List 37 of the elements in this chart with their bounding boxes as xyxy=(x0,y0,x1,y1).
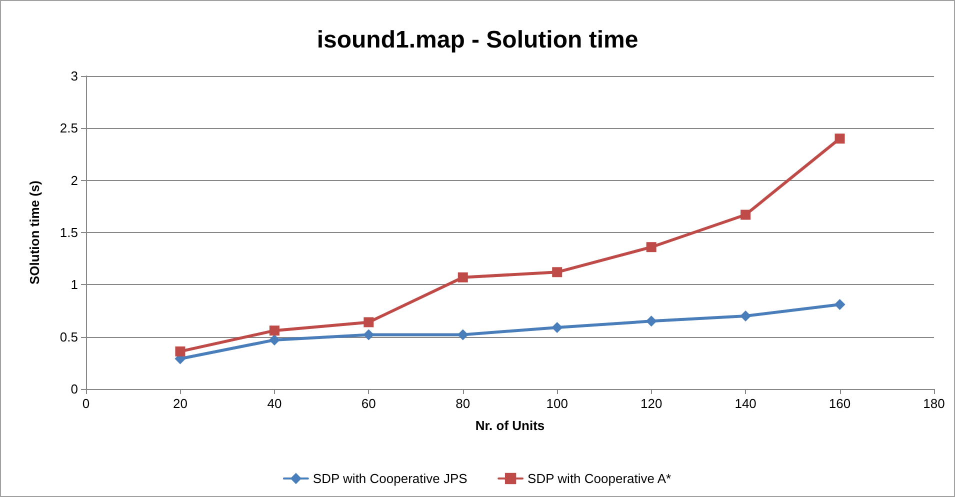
point xyxy=(552,267,562,278)
y-tick-label: 1.5 xyxy=(60,225,78,240)
point xyxy=(363,329,374,340)
x-tick-label: 160 xyxy=(828,396,851,411)
y-tick-label: 0 xyxy=(70,382,78,396)
point xyxy=(364,317,374,328)
point xyxy=(740,210,751,220)
x-tick-label: 20 xyxy=(172,396,188,411)
legend-label: SDP with Cooperative JPS xyxy=(312,471,468,486)
y-tick-label: 2.5 xyxy=(60,120,78,136)
point xyxy=(834,134,845,144)
point xyxy=(834,298,846,310)
y-tick-label: 2 xyxy=(70,172,78,188)
point xyxy=(646,242,656,252)
y-tick-label: 3 xyxy=(70,68,78,84)
x-tick-label: 140 xyxy=(734,396,756,411)
x-tick-label: 40 xyxy=(267,396,282,411)
x-tick-label: 180 xyxy=(923,396,945,411)
point xyxy=(458,272,468,282)
chart-title: isound1.map - Solution time xyxy=(316,26,638,54)
point xyxy=(268,334,280,346)
x-tick-label: 60 xyxy=(361,396,376,411)
point xyxy=(269,326,280,336)
y-tick-label: 1 xyxy=(70,277,78,292)
point xyxy=(740,310,752,322)
x-tick-label: 80 xyxy=(456,396,470,411)
x-tick-label: 120 xyxy=(640,396,662,411)
point xyxy=(175,346,186,356)
x-tick-label: 0 xyxy=(82,396,90,411)
point xyxy=(646,316,657,327)
point xyxy=(552,322,563,333)
point xyxy=(457,329,468,340)
x-axis-title: Nr. of Units xyxy=(475,418,545,433)
x-tick-label: 100 xyxy=(546,396,568,411)
y-axis-title: SOlution time (s) xyxy=(27,180,42,284)
legend-label: SDP with Cooperative A* xyxy=(528,471,672,486)
y-tick-label: 0.5 xyxy=(60,329,78,344)
